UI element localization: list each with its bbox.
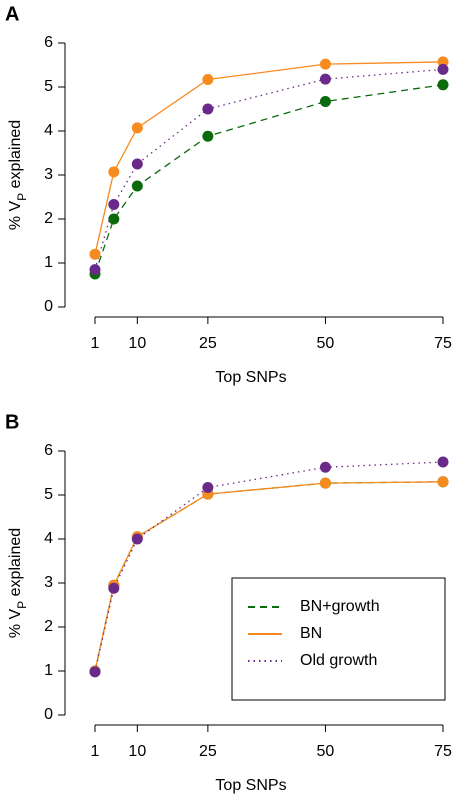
data-point: [202, 482, 214, 494]
x-tick-label: 10: [128, 743, 146, 760]
x-tick-label: 75: [434, 743, 452, 760]
y-axis-label-part: explained: [7, 528, 24, 601]
y-tick-label: 5: [44, 78, 53, 95]
y-axis-label-part: P: [15, 193, 29, 201]
y-tick-label: 3: [44, 166, 53, 183]
data-point: [202, 103, 214, 115]
data-point: [437, 456, 449, 468]
x-tick-label: 1: [91, 743, 100, 760]
y-tick-label: 5: [44, 486, 53, 503]
x-tick-label: 10: [128, 335, 146, 352]
data-point: [202, 130, 214, 142]
data-point: [319, 477, 331, 489]
y-tick-label: 4: [44, 530, 53, 547]
panel-label: B: [5, 411, 19, 433]
data-point: [319, 96, 331, 108]
legend-label: Old growth: [300, 652, 377, 669]
x-tick-label: 75: [434, 335, 452, 352]
series-line: [94, 61, 444, 255]
series-line: [94, 84, 444, 275]
legend-label: BN: [300, 625, 322, 642]
x-tick-label: 25: [199, 743, 217, 760]
data-point: [319, 73, 331, 85]
x-tick-label: 50: [317, 743, 335, 760]
data-point: [108, 198, 120, 210]
y-tick-label: 1: [44, 662, 53, 679]
y-tick-label: 0: [44, 298, 53, 315]
y-tick-label: 6: [44, 34, 53, 51]
x-tick-label: 50: [317, 335, 335, 352]
y-tick-label: 3: [44, 574, 53, 591]
series-line: [94, 481, 444, 672]
y-axis-label: % VP explained: [7, 120, 29, 230]
y-axis-label-part: P: [15, 601, 29, 609]
x-axis-label: Top SNPs: [215, 369, 286, 386]
data-point: [437, 79, 449, 91]
data-point: [131, 533, 143, 545]
data-point: [131, 122, 143, 134]
data-point: [319, 461, 331, 473]
y-axis-label-part: % V: [7, 200, 24, 230]
y-axis-label-part: % V: [7, 608, 24, 638]
legend-box: [231, 577, 446, 701]
legend-label: BN+growth: [300, 598, 380, 615]
y-tick-label: 2: [44, 618, 53, 635]
y-axis-label: % VP explained: [7, 528, 29, 638]
y-tick-label: 4: [44, 122, 53, 139]
data-point: [89, 248, 101, 260]
data-point: [108, 213, 120, 225]
data-point: [437, 476, 449, 488]
series-line: [94, 68, 444, 270]
data-point: [319, 58, 331, 70]
y-tick-label: 1: [44, 254, 53, 271]
data-point: [131, 158, 143, 170]
x-tick-label: 25: [199, 335, 217, 352]
data-point: [131, 180, 143, 192]
x-axis-label: Top SNPs: [215, 777, 286, 794]
data-point: [202, 74, 214, 86]
data-point: [108, 582, 120, 594]
y-tick-label: 2: [44, 210, 53, 227]
y-tick-label: 0: [44, 706, 53, 723]
data-point: [437, 63, 449, 75]
y-tick-label: 6: [44, 442, 53, 459]
data-point: [108, 166, 120, 178]
data-point: [89, 264, 101, 276]
panel-label: A: [5, 3, 19, 25]
data-point: [89, 666, 101, 678]
y-axis-label-part: explained: [7, 120, 24, 193]
x-tick-label: 1: [91, 335, 100, 352]
